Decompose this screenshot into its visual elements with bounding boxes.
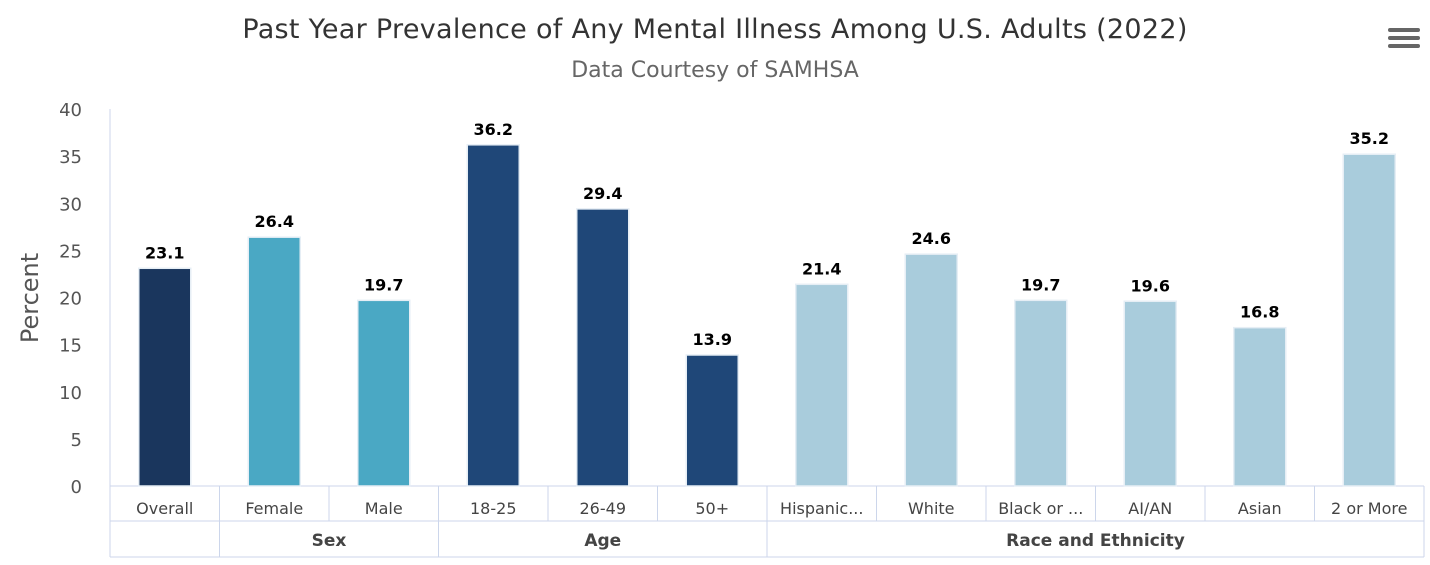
group-label: Age bbox=[584, 531, 621, 551]
y-tick-label: 0 bbox=[71, 477, 82, 498]
x-tick-label: Overall bbox=[136, 499, 193, 518]
y-tick-label: 5 bbox=[71, 430, 82, 451]
y-tick-label: 35 bbox=[59, 147, 82, 168]
chart-title: Past Year Prevalence of Any Mental Illne… bbox=[242, 14, 1188, 45]
hamburger-menu-icon[interactable] bbox=[1388, 28, 1420, 50]
bar bbox=[466, 144, 520, 487]
data-label: 29.4 bbox=[583, 184, 622, 203]
data-label: 24.6 bbox=[912, 229, 951, 248]
y-axis-label: Percent bbox=[16, 253, 44, 343]
bar bbox=[247, 236, 301, 487]
bar bbox=[576, 208, 630, 487]
data-label: 16.8 bbox=[1240, 303, 1279, 322]
data-label: 19.6 bbox=[1131, 276, 1170, 295]
data-label: 23.1 bbox=[145, 243, 184, 262]
data-label: 19.7 bbox=[364, 275, 403, 294]
bar bbox=[904, 253, 958, 487]
bar bbox=[795, 283, 849, 487]
bar bbox=[1233, 326, 1287, 487]
chart-subtitle: Data Courtesy of SAMHSA bbox=[571, 58, 859, 83]
bar bbox=[138, 267, 192, 487]
bar bbox=[685, 354, 739, 487]
x-tick-label: AI/AN bbox=[1128, 499, 1172, 518]
group-label: Race and Ethnicity bbox=[1006, 531, 1185, 551]
x-tick-label: Black or ... bbox=[998, 499, 1083, 518]
y-tick-label: 10 bbox=[59, 383, 82, 404]
bar bbox=[1014, 299, 1068, 487]
data-label: 26.4 bbox=[255, 212, 294, 231]
y-tick-label: 25 bbox=[59, 241, 82, 262]
bar bbox=[1342, 153, 1396, 487]
bar bbox=[1123, 300, 1177, 487]
x-tick-label: 26-49 bbox=[580, 499, 627, 518]
data-label: 19.7 bbox=[1021, 275, 1060, 294]
x-tick-label: Female bbox=[245, 499, 303, 518]
data-label: 35.2 bbox=[1350, 129, 1389, 148]
y-tick-label: 15 bbox=[59, 336, 82, 357]
bar bbox=[357, 299, 411, 487]
x-tick-label: Hispanic... bbox=[780, 499, 863, 518]
y-tick-label: 40 bbox=[59, 100, 82, 121]
x-tick-label: 50+ bbox=[695, 499, 729, 518]
y-tick-label: 20 bbox=[59, 289, 82, 310]
y-tick-label: 30 bbox=[59, 194, 82, 215]
data-label: 21.4 bbox=[802, 259, 841, 278]
x-tick-label: 2 or More bbox=[1331, 499, 1407, 518]
group-label: Sex bbox=[312, 531, 347, 551]
x-tick-label: 18-25 bbox=[470, 499, 517, 518]
x-tick-label: Asian bbox=[1238, 499, 1282, 518]
data-label: 36.2 bbox=[474, 120, 513, 139]
x-tick-label: White bbox=[908, 499, 955, 518]
data-label: 13.9 bbox=[693, 330, 732, 349]
x-tick-label: Male bbox=[365, 499, 403, 518]
